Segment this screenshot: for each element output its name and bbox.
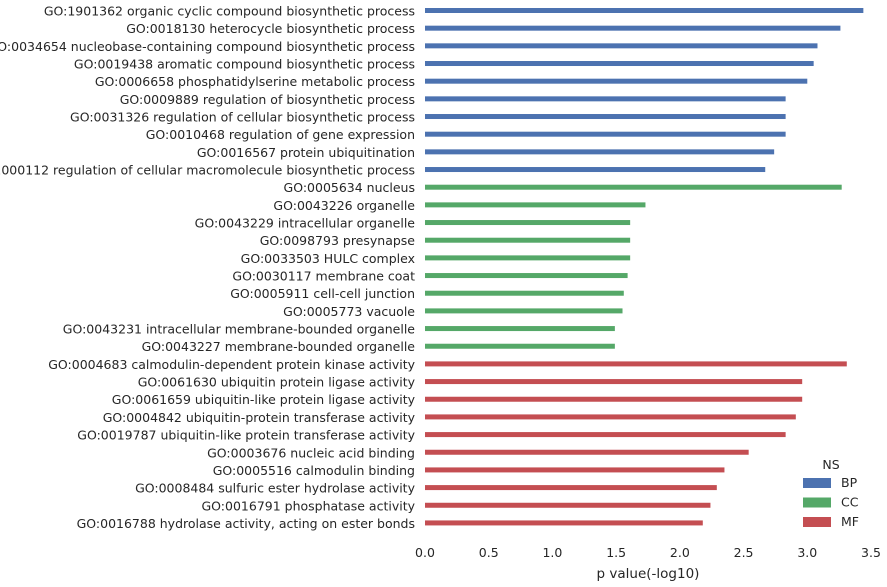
bar-cc — [425, 202, 646, 208]
bar-bp — [425, 78, 808, 84]
category-label: GO:0006658 phosphatidylserine metabolic … — [95, 74, 415, 89]
category-label: GO:0019438 aromatic compound biosyntheti… — [74, 57, 415, 72]
bar-mf — [425, 361, 847, 367]
x-tick-label: 3.5 — [861, 545, 881, 560]
category-label: GO:0004683 calmodulin-dependent protein … — [48, 357, 415, 372]
bar-bp — [425, 43, 818, 49]
category-label: GO:1901362 organic cyclic compound biosy… — [44, 4, 415, 19]
category-label: GO:0005911 cell-cell junction — [230, 286, 415, 301]
category-label: GO:0043231 intracellular membrane-bounde… — [63, 322, 416, 337]
category-label: GO:0031326 regulation of cellular biosyn… — [70, 110, 415, 125]
bar-mf — [425, 467, 725, 473]
bar-cc — [425, 255, 631, 261]
bar-bp — [425, 131, 786, 137]
category-label: GO:0016791 phosphatase activity — [201, 498, 415, 513]
category-label: GO:0016567 protein ubiquitination — [197, 145, 415, 160]
bar-cc — [425, 326, 615, 332]
category-label: GO:0043227 membrane-bounded organelle — [142, 339, 416, 354]
category-label: GO:0005773 vacuole — [283, 304, 415, 319]
x-axis-label: p value(-log10) — [597, 566, 700, 582]
category-label: GO:0010468 regulation of gene expression — [146, 127, 415, 142]
bar-mf — [425, 520, 703, 526]
bar-cc — [425, 237, 631, 243]
category-label: GO:0030117 membrane coat — [232, 269, 415, 284]
x-tick-label: 1.0 — [542, 545, 562, 560]
x-tick-label: 1.5 — [606, 545, 626, 560]
bar-mf — [425, 396, 803, 402]
category-label: GO:0019787 ubiquitin-like protein transf… — [77, 428, 415, 443]
legend-swatch-mf — [803, 517, 831, 527]
bar-bp — [425, 25, 841, 31]
bar-bp — [425, 8, 864, 13]
legend-label-cc: CC — [841, 495, 859, 510]
x-tick-label: 3.0 — [797, 545, 817, 560]
x-tick-label: 2.5 — [734, 545, 754, 560]
category-label: GO:0005634 nucleus — [284, 180, 415, 195]
category-label: GO:0005516 calmodulin binding — [213, 463, 415, 478]
category-label: GO:0009889 regulation of biosynthetic pr… — [120, 92, 415, 107]
x-tick-label: 2.0 — [670, 545, 690, 560]
bar-cc — [425, 308, 623, 314]
bar-cc — [425, 343, 615, 349]
bar-bp — [425, 61, 814, 67]
legend-swatch-bp — [803, 478, 831, 488]
category-label: GO:0008484 sulfuric ester hydrolase acti… — [135, 481, 416, 496]
category-label: GO:0043229 intracellular organelle — [195, 216, 416, 231]
category-label: GO:2000112 regulation of cellular macrom… — [0, 163, 415, 178]
bar-mf — [425, 432, 786, 438]
category-label: GO:0061659 ubiquitin-like protein ligase… — [112, 392, 416, 407]
x-axis-ticks: 0.0 0.5 1.0 1.5 2.0 2.5 3.0 3.5 — [415, 545, 881, 560]
bar-cc — [425, 220, 631, 226]
legend-label-bp: BP — [841, 475, 858, 490]
legend-title: NS — [822, 457, 839, 472]
bar-mf — [425, 485, 717, 491]
category-label: GO:0018130 heterocycle biosynthetic proc… — [126, 21, 415, 36]
category-labels: GO:1901362 organic cyclic compound biosy… — [0, 4, 416, 531]
category-label: GO:0004842 ubiquitin-protein transferase… — [103, 410, 416, 425]
bar-bp — [425, 114, 786, 120]
bar-bp — [425, 149, 775, 155]
category-label: GO:0043226 organelle — [273, 198, 415, 213]
bar-cc — [425, 184, 842, 190]
bar-cc — [425, 273, 628, 279]
legend-swatch-cc — [803, 497, 831, 508]
bars-layer — [425, 8, 864, 526]
legend: NS BP CC MF — [803, 457, 859, 529]
category-label: GO:0034654 nucleobase-containing compoun… — [0, 39, 415, 54]
bar-mf — [425, 379, 803, 385]
bar-cc — [425, 290, 624, 296]
x-tick-label: 0.0 — [415, 545, 435, 560]
category-label: GO:0003676 nucleic acid binding — [207, 445, 415, 460]
category-label: GO:0098793 presynapse — [260, 233, 416, 248]
category-label: GO:0033503 HULC complex — [241, 251, 415, 266]
bar-bp — [425, 167, 766, 173]
bar-mf — [425, 449, 749, 455]
category-label: GO:0061630 ubiquitin protein ligase acti… — [138, 375, 416, 390]
category-label: GO:0016788 hydrolase activity, acting on… — [77, 516, 415, 531]
bar-mf — [425, 414, 796, 420]
legend-label-mf: MF — [841, 514, 859, 529]
bar-mf — [425, 502, 711, 508]
bar-bp — [425, 96, 786, 102]
x-tick-label: 0.5 — [479, 545, 499, 560]
